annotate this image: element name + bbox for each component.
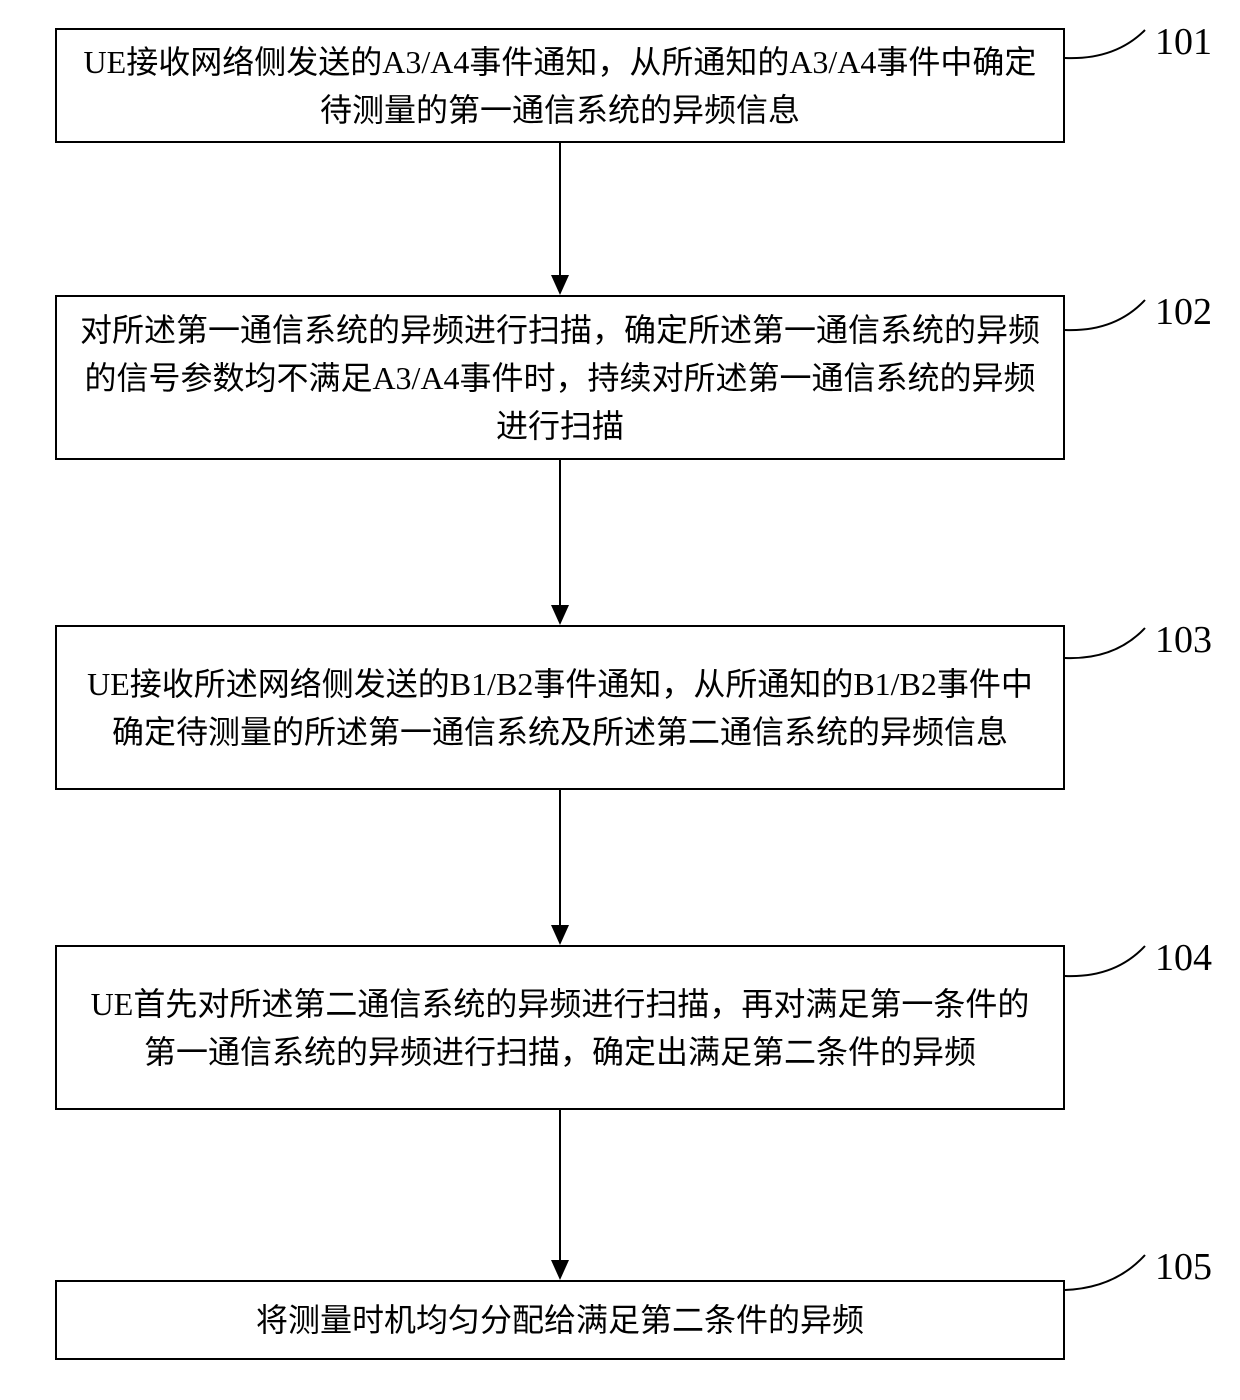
step-102-label: 102 xyxy=(1155,290,1212,334)
arrow-104-105 xyxy=(551,1110,569,1280)
callout-104 xyxy=(1065,946,1145,976)
step-104-text: UE首先对所述第二通信系统的异频进行扫描，再对满足第一条件的第一通信系统的异频进… xyxy=(77,980,1043,1076)
arrow-102-103 xyxy=(551,460,569,625)
step-101-box: UE接收网络侧发送的A3/A4事件通知，从所通知的A3/A4事件中确定待测量的第… xyxy=(55,28,1065,143)
step-104-label: 104 xyxy=(1155,936,1212,980)
step-105-label: 105 xyxy=(1155,1245,1212,1289)
step-101-label: 101 xyxy=(1155,20,1212,64)
callout-102 xyxy=(1065,300,1145,330)
callout-103 xyxy=(1065,628,1145,658)
flowchart-canvas: UE接收网络侧发送的A3/A4事件通知，从所通知的A3/A4事件中确定待测量的第… xyxy=(0,0,1240,1400)
step-103-box: UE接收所述网络侧发送的B1/B2事件通知，从所通知的B1/B2事件中确定待测量… xyxy=(55,625,1065,790)
step-105-text: 将测量时机均匀分配给满足第二条件的异频 xyxy=(256,1296,864,1344)
step-103-label: 103 xyxy=(1155,618,1212,662)
callout-105 xyxy=(1065,1255,1145,1290)
step-104-box: UE首先对所述第二通信系统的异频进行扫描，再对满足第一条件的第一通信系统的异频进… xyxy=(55,945,1065,1110)
step-102-box: 对所述第一通信系统的异频进行扫描，确定所述第一通信系统的异频的信号参数均不满足A… xyxy=(55,295,1065,460)
callout-101 xyxy=(1065,30,1145,58)
arrow-101-102 xyxy=(551,143,569,295)
step-101-text: UE接收网络侧发送的A3/A4事件通知，从所通知的A3/A4事件中确定待测量的第… xyxy=(77,38,1043,134)
step-105-box: 将测量时机均匀分配给满足第二条件的异频 xyxy=(55,1280,1065,1360)
step-102-text: 对所述第一通信系统的异频进行扫描，确定所述第一通信系统的异频的信号参数均不满足A… xyxy=(77,306,1043,450)
arrow-103-104 xyxy=(551,790,569,945)
step-103-text: UE接收所述网络侧发送的B1/B2事件通知，从所通知的B1/B2事件中确定待测量… xyxy=(77,660,1043,756)
